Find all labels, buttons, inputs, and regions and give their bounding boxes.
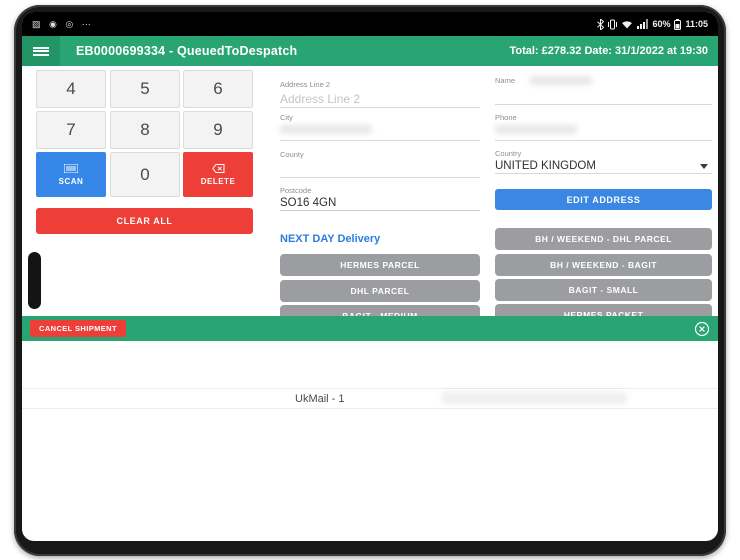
scan-label: SCAN — [58, 176, 84, 186]
county-label: County — [280, 150, 304, 159]
carrier-row[interactable]: UkMail - 1 — [22, 388, 718, 409]
address-line2-label: Address Line 2 — [280, 80, 331, 89]
signal-icon — [637, 19, 649, 29]
next-day-delivery-link[interactable]: NEXT DAY Delivery — [280, 233, 381, 245]
phone-underline — [495, 140, 712, 141]
clock-time: 11:05 — [685, 19, 708, 29]
battery-percent: 60% — [652, 19, 671, 29]
postcode-input[interactable]: SO16 4GN — [280, 197, 337, 209]
keypad-key-0[interactable]: 0 — [110, 152, 180, 197]
close-icon[interactable] — [694, 321, 710, 337]
service-button-bh-weekend-dhl-parcel[interactable]: BH / WEEKEND - DHL PARCEL — [495, 228, 712, 250]
keypad-key-4[interactable]: 4 — [36, 70, 106, 108]
status-bar: ▨ ◉ ◎ ⋯ 60% 11:05 — [22, 12, 718, 36]
country-underline — [495, 173, 712, 174]
name-input[interactable] — [530, 76, 592, 85]
county-underline — [280, 177, 480, 178]
postcode-underline — [280, 210, 480, 211]
keypad-key-6[interactable]: 6 — [183, 70, 253, 108]
address-line2-underline — [280, 107, 480, 108]
chevron-down-icon[interactable] — [700, 164, 708, 169]
postcode-label: Postcode — [280, 186, 312, 195]
cancel-shipment-button[interactable]: CANCEL SHIPMENT — [30, 320, 126, 337]
edit-address-button[interactable]: EDIT ADDRESS — [495, 189, 712, 210]
service-button-dhl-parcel[interactable]: DHL PARCEL — [280, 280, 480, 302]
service-button-bagit-small[interactable]: BAGIT - SMALL — [495, 279, 712, 301]
bluetooth-icon — [597, 18, 605, 30]
tablet-frame: ▨ ◉ ◎ ⋯ 60% 11:05 — [14, 5, 726, 556]
app-bar: EB0000699334 - QueuedToDespatch Total: £… — [22, 36, 718, 66]
notification-icons: ▨ ◉ ◎ ⋯ — [32, 18, 94, 29]
name-underline — [495, 104, 712, 105]
clear-all-button[interactable]: CLEAR ALL — [36, 208, 253, 234]
carrier-row-redacted — [442, 392, 627, 404]
city-underline — [280, 140, 480, 141]
shipment-title: EB0000699334 - QueuedToDespatch — [76, 44, 298, 58]
drawer-handle[interactable] — [28, 252, 41, 309]
barcode-icon — [63, 163, 79, 175]
carrier-row-label: UkMail - 1 — [295, 392, 345, 405]
wifi-icon — [621, 19, 633, 29]
service-button-bh-weekend-bagit[interactable]: BH / WEEKEND - BAGIT — [495, 254, 712, 276]
city-label: City — [280, 113, 293, 122]
country-label: Country — [495, 149, 522, 158]
country-select[interactable]: UNITED KINGDOM — [495, 160, 596, 172]
keypad-key-7[interactable]: 7 — [36, 111, 106, 149]
phone-input[interactable] — [495, 125, 577, 134]
keypad-key-5[interactable]: 5 — [110, 70, 180, 108]
service-button-hermes-parcel[interactable]: HERMES PARCEL — [280, 254, 480, 276]
battery-icon — [674, 18, 682, 30]
delete-button[interactable]: DELETE — [183, 152, 253, 197]
snackbar: CANCEL SHIPMENT — [22, 316, 718, 341]
phone-label: Phone — [495, 113, 517, 122]
hamburger-icon — [33, 45, 49, 57]
scan-button[interactable]: SCAN — [36, 152, 106, 197]
delete-label: DELETE — [200, 176, 236, 186]
hamburger-menu-button[interactable] — [22, 36, 60, 66]
city-input[interactable] — [280, 125, 372, 134]
keypad-key-8[interactable]: 8 — [110, 111, 180, 149]
screen: ▨ ◉ ◎ ⋯ 60% 11:05 — [22, 12, 718, 541]
vibrate-icon — [608, 19, 618, 30]
total-and-date: Total: £278.32 Date: 31/1/2022 at 19:30 — [509, 45, 708, 57]
name-label: Name — [495, 76, 516, 85]
address-line2-input[interactable]: Address Line 2 — [280, 92, 361, 106]
backspace-icon — [211, 163, 225, 175]
keypad-key-9[interactable]: 9 — [183, 111, 253, 149]
